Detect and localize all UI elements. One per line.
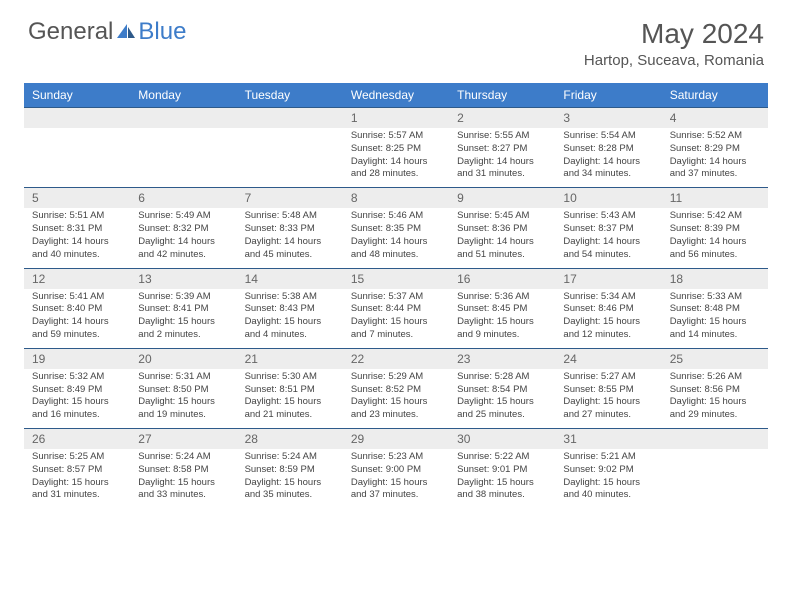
day-cell <box>130 128 236 188</box>
day-number: 25 <box>662 348 768 369</box>
day-number: 27 <box>130 429 236 450</box>
day-number: 7 <box>237 188 343 209</box>
day-cell: Sunrise: 5:29 AMSunset: 8:52 PMDaylight:… <box>343 369 449 429</box>
day-cell: Sunrise: 5:46 AMSunset: 8:35 PMDaylight:… <box>343 208 449 268</box>
day-number: 29 <box>343 429 449 450</box>
day-number: 12 <box>24 268 130 289</box>
day-cell: Sunrise: 5:38 AMSunset: 8:43 PMDaylight:… <box>237 289 343 349</box>
day-cell: Sunrise: 5:30 AMSunset: 8:51 PMDaylight:… <box>237 369 343 429</box>
day-cell: Sunrise: 5:43 AMSunset: 8:37 PMDaylight:… <box>555 208 661 268</box>
day-number <box>662 429 768 450</box>
day-number-row: 1234 <box>24 108 768 129</box>
day-number: 26 <box>24 429 130 450</box>
day-header: Monday <box>130 83 236 108</box>
day-cell <box>662 449 768 508</box>
day-content-row: Sunrise: 5:57 AMSunset: 8:25 PMDaylight:… <box>24 128 768 188</box>
day-cell: Sunrise: 5:57 AMSunset: 8:25 PMDaylight:… <box>343 128 449 188</box>
day-number: 24 <box>555 348 661 369</box>
day-cell: Sunrise: 5:25 AMSunset: 8:57 PMDaylight:… <box>24 449 130 508</box>
day-cell: Sunrise: 5:31 AMSunset: 8:50 PMDaylight:… <box>130 369 236 429</box>
day-header: Wednesday <box>343 83 449 108</box>
day-header: Thursday <box>449 83 555 108</box>
day-number: 19 <box>24 348 130 369</box>
day-cell <box>237 128 343 188</box>
day-number: 3 <box>555 108 661 129</box>
day-cell: Sunrise: 5:42 AMSunset: 8:39 PMDaylight:… <box>662 208 768 268</box>
logo: General Blue <box>28 18 186 46</box>
day-number: 9 <box>449 188 555 209</box>
day-cell: Sunrise: 5:27 AMSunset: 8:55 PMDaylight:… <box>555 369 661 429</box>
day-content-row: Sunrise: 5:51 AMSunset: 8:31 PMDaylight:… <box>24 208 768 268</box>
day-cell: Sunrise: 5:32 AMSunset: 8:49 PMDaylight:… <box>24 369 130 429</box>
logo-sail-icon <box>116 23 136 41</box>
day-number: 20 <box>130 348 236 369</box>
day-number: 11 <box>662 188 768 209</box>
day-cell: Sunrise: 5:39 AMSunset: 8:41 PMDaylight:… <box>130 289 236 349</box>
page-header: General Blue May 2024 Hartop, Suceava, R… <box>0 0 792 77</box>
day-content-row: Sunrise: 5:25 AMSunset: 8:57 PMDaylight:… <box>24 449 768 508</box>
day-number: 22 <box>343 348 449 369</box>
day-number-row: 567891011 <box>24 188 768 209</box>
day-number: 5 <box>24 188 130 209</box>
day-cell: Sunrise: 5:55 AMSunset: 8:27 PMDaylight:… <box>449 128 555 188</box>
day-cell: Sunrise: 5:41 AMSunset: 8:40 PMDaylight:… <box>24 289 130 349</box>
day-number <box>237 108 343 129</box>
day-number: 13 <box>130 268 236 289</box>
day-cell: Sunrise: 5:36 AMSunset: 8:45 PMDaylight:… <box>449 289 555 349</box>
day-number: 4 <box>662 108 768 129</box>
day-number: 10 <box>555 188 661 209</box>
day-number: 16 <box>449 268 555 289</box>
day-cell: Sunrise: 5:33 AMSunset: 8:48 PMDaylight:… <box>662 289 768 349</box>
day-number: 21 <box>237 348 343 369</box>
day-cell: Sunrise: 5:23 AMSunset: 9:00 PMDaylight:… <box>343 449 449 508</box>
day-number: 8 <box>343 188 449 209</box>
day-number: 14 <box>237 268 343 289</box>
day-cell: Sunrise: 5:24 AMSunset: 8:59 PMDaylight:… <box>237 449 343 508</box>
day-number: 17 <box>555 268 661 289</box>
day-number: 23 <box>449 348 555 369</box>
day-cell <box>24 128 130 188</box>
day-number: 31 <box>555 429 661 450</box>
day-cell: Sunrise: 5:28 AMSunset: 8:54 PMDaylight:… <box>449 369 555 429</box>
day-cell: Sunrise: 5:48 AMSunset: 8:33 PMDaylight:… <box>237 208 343 268</box>
day-number: 18 <box>662 268 768 289</box>
day-number: 15 <box>343 268 449 289</box>
day-content-row: Sunrise: 5:32 AMSunset: 8:49 PMDaylight:… <box>24 369 768 429</box>
day-number: 28 <box>237 429 343 450</box>
day-cell: Sunrise: 5:52 AMSunset: 8:29 PMDaylight:… <box>662 128 768 188</box>
day-cell: Sunrise: 5:26 AMSunset: 8:56 PMDaylight:… <box>662 369 768 429</box>
day-header: Sunday <box>24 83 130 108</box>
day-cell: Sunrise: 5:45 AMSunset: 8:36 PMDaylight:… <box>449 208 555 268</box>
day-header-row: SundayMondayTuesdayWednesdayThursdayFrid… <box>24 83 768 108</box>
day-number: 30 <box>449 429 555 450</box>
day-number-row: 19202122232425 <box>24 348 768 369</box>
day-number: 1 <box>343 108 449 129</box>
day-cell: Sunrise: 5:22 AMSunset: 9:01 PMDaylight:… <box>449 449 555 508</box>
day-cell: Sunrise: 5:24 AMSunset: 8:58 PMDaylight:… <box>130 449 236 508</box>
day-number <box>24 108 130 129</box>
day-number: 2 <box>449 108 555 129</box>
day-cell: Sunrise: 5:51 AMSunset: 8:31 PMDaylight:… <box>24 208 130 268</box>
day-number-row: 12131415161718 <box>24 268 768 289</box>
day-number <box>130 108 236 129</box>
day-number: 6 <box>130 188 236 209</box>
location-text: Hartop, Suceava, Romania <box>584 52 764 69</box>
day-cell: Sunrise: 5:34 AMSunset: 8:46 PMDaylight:… <box>555 289 661 349</box>
day-header: Friday <box>555 83 661 108</box>
day-header: Saturday <box>662 83 768 108</box>
calendar-table: SundayMondayTuesdayWednesdayThursdayFrid… <box>24 83 768 508</box>
title-block: May 2024 Hartop, Suceava, Romania <box>584 18 764 69</box>
day-number-row: 262728293031 <box>24 429 768 450</box>
month-title: May 2024 <box>584 18 764 50</box>
day-cell: Sunrise: 5:54 AMSunset: 8:28 PMDaylight:… <box>555 128 661 188</box>
day-content-row: Sunrise: 5:41 AMSunset: 8:40 PMDaylight:… <box>24 289 768 349</box>
logo-text-1: General <box>28 18 113 46</box>
logo-text-2: Blue <box>138 18 186 46</box>
day-cell: Sunrise: 5:21 AMSunset: 9:02 PMDaylight:… <box>555 449 661 508</box>
day-cell: Sunrise: 5:49 AMSunset: 8:32 PMDaylight:… <box>130 208 236 268</box>
day-cell: Sunrise: 5:37 AMSunset: 8:44 PMDaylight:… <box>343 289 449 349</box>
day-header: Tuesday <box>237 83 343 108</box>
